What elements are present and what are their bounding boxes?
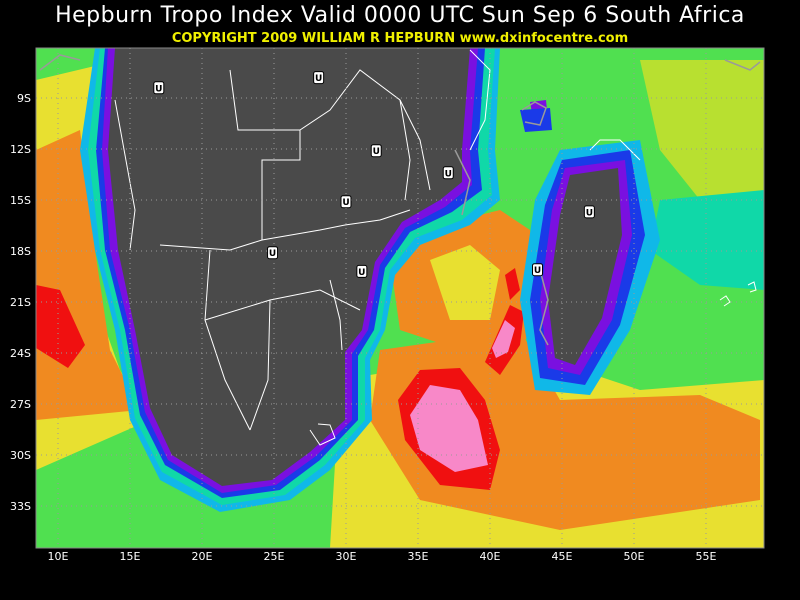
contour-lines xyxy=(39,54,761,346)
blue-patch-north xyxy=(520,108,552,132)
u-marker-label: U xyxy=(358,268,365,278)
u-marker-box xyxy=(583,205,595,219)
copyright-line: COPYRIGHT 2009 WILLIAM R HEPBURN www.dxi… xyxy=(171,31,629,46)
map-title: Hepburn Tropo Index Valid 0000 UTC Sun S… xyxy=(55,3,745,28)
lon-label: 50E xyxy=(624,550,645,563)
lon-label: 55E xyxy=(696,550,717,563)
lon-label: 15E xyxy=(120,550,141,563)
lat-label: 27S xyxy=(10,398,31,411)
field-pink-channel xyxy=(492,320,515,358)
u-marker-box xyxy=(340,195,352,209)
u-marker-box xyxy=(313,71,325,85)
u-marker-label: U xyxy=(269,249,276,259)
u-marker-label: U xyxy=(342,198,349,208)
u-marker-box xyxy=(356,264,368,278)
u-marker: U xyxy=(532,263,544,277)
u-marker-label: U xyxy=(586,208,593,218)
u-marker: U xyxy=(340,195,352,209)
u-marker-label: U xyxy=(534,266,541,276)
field-yellow-channel xyxy=(430,245,500,320)
lon-label: 25E xyxy=(264,550,285,563)
axis-labels: 9S 12S 15S 18S 21S 24S 27S 30S 33S 10E 15E 20E 25E 30… xyxy=(10,92,717,563)
lat-label: 15S xyxy=(10,194,31,207)
landmass-madagascar xyxy=(548,168,622,365)
u-marker: U xyxy=(313,71,325,85)
lat-label: 12S xyxy=(10,143,31,156)
field-pink-south xyxy=(410,385,488,472)
u-marker-label: U xyxy=(155,84,162,94)
u-marker: U xyxy=(153,81,165,95)
lon-label: 30E xyxy=(336,550,357,563)
u-marker-box xyxy=(370,144,382,158)
lat-label: 30S xyxy=(10,449,31,462)
field-red-west xyxy=(36,285,85,368)
u-marker: U xyxy=(442,166,454,180)
field-yellowgreen-east xyxy=(640,60,764,200)
u-marker-box xyxy=(153,81,165,95)
plot-frame xyxy=(35,47,765,549)
u-marker-box xyxy=(442,166,454,180)
u-marker: U xyxy=(583,205,595,219)
lat-label: 18S xyxy=(10,245,31,258)
u-marker-label: U xyxy=(315,74,322,84)
lon-label: 40E xyxy=(480,550,501,563)
u-marker-label: U xyxy=(445,169,452,179)
lat-label: 21S xyxy=(10,296,31,309)
political-borders xyxy=(114,49,757,446)
u-marker-box xyxy=(267,246,279,260)
field-teal-east xyxy=(650,190,764,290)
lon-label: 35E xyxy=(408,550,429,563)
landmass-africa xyxy=(108,48,470,486)
u-marker: U xyxy=(267,246,279,260)
lon-label: 45E xyxy=(552,550,573,563)
u-marker-box xyxy=(532,263,544,277)
lat-label: 24S xyxy=(10,347,31,360)
u-marker: U xyxy=(370,144,382,158)
u-marker-label: U xyxy=(373,147,380,157)
graticule xyxy=(36,48,764,548)
field-red-channel-north xyxy=(505,268,520,300)
marker-layer: U U U U U U U U U xyxy=(153,71,595,278)
lat-label: 9S xyxy=(17,92,31,105)
lon-label: 20E xyxy=(192,550,213,563)
map-plot-area: U U U U U U U U U xyxy=(36,48,764,548)
u-marker: U xyxy=(356,264,368,278)
lat-label: 33S xyxy=(10,500,31,513)
lon-label: 10E xyxy=(48,550,69,563)
